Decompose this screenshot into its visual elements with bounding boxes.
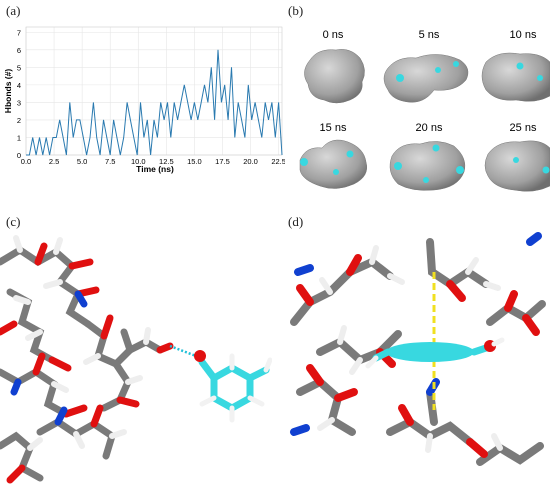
ligand-contact [394,162,402,170]
series-line [26,49,283,156]
x-tick-label: 22.5 [271,157,285,166]
snapshot-time-label: 0 ns [323,29,344,41]
x-tick-label: 0.0 [21,157,31,166]
ligand-contact [453,61,459,67]
ligand-contact [396,74,404,82]
y-tick-label: 3 [17,98,21,107]
hbond-molecular-view [0,232,273,491]
panel-b-label: (b) [288,3,304,18]
y-tick-label: 0 [17,151,21,160]
hbond-chart: 0 1 2 3 4 5 6 7 0.0 2.5 5.0 7.5 10.0 12.5 15.0 17.5 20.0… [0,0,286,190]
x-tick-label: 5.0 [77,157,87,166]
protein-surface-20ns [389,141,466,191]
protein-surface-10ns [481,52,550,102]
x-tick-label: 2.5 [49,157,59,166]
hydrogen-bond [169,344,197,358]
y-axis-label: Hbonds (#) [3,69,13,114]
ligand-contact [435,67,441,73]
x-tick-label: 20.0 [243,157,258,166]
tick-labels: 0 1 2 3 4 5 6 7 0.0 2.5 5.0 7.5 10.0 12.5 15.0 17.5 20.0… [17,28,286,166]
ligand-contact [456,166,464,174]
ligand-contact [333,169,339,175]
x-tick-label: 10.0 [131,157,146,166]
protein-surface-5ns [383,54,469,103]
hbond-molecular-view-svg [0,235,273,484]
x-tick-label: 17.5 [215,157,230,166]
ligand-contact [516,62,524,70]
ligand-contact [542,166,550,174]
panel-a-label: (a) [6,3,21,18]
y-tick-label: 1 [17,133,21,142]
x-tick-label: 12.5 [159,157,174,166]
snapshot-grid-svg: 0 ns 5 ns 10 ns 15 ns 20 ns 25 ns [299,29,550,192]
snapshot-grid: 0 ns 5 ns 10 ns 15 ns 20 ns 25 ns [288,20,550,198]
y-tick-label: 5 [17,63,21,72]
chart-grid [25,27,282,156]
ligand-contact [537,75,543,81]
ligand-contact [432,144,440,152]
y-tick-label: 7 [17,28,21,37]
panel-c-label: (c) [6,214,21,229]
panel-d-label: (d) [288,214,304,229]
snapshot-time-label: 25 ns [510,122,537,134]
ligand-molecule [365,337,505,369]
x-tick-label: 15.0 [187,157,202,166]
ligand-molecule [194,350,273,423]
y-tick-label: 2 [17,116,21,125]
x-tick-label: 7.5 [105,157,115,166]
ligand-contact [513,157,519,163]
stacking-molecular-view-svg [290,232,546,466]
ligand-contact [423,177,429,183]
hbond-chart-svg: 0 1 2 3 4 5 6 7 0.0 2.5 5.0 7.5 10.0 12.5 15.0 17.5 20.0… [3,26,286,174]
y-tick-label: 6 [17,46,21,55]
snapshot-time-label: 15 ns [320,122,347,134]
protein-surface-0ns [304,49,365,104]
plot-area-frame [25,26,283,156]
ligand-contact [300,158,308,166]
snapshot-time-label: 10 ns [510,29,537,41]
x-axis-label: Time (ns) [136,164,174,174]
snapshot-time-label: 20 ns [416,122,443,134]
ligand-contact [346,150,354,158]
y-tick-label: 4 [17,81,21,90]
protein-surface-25ns [484,140,550,192]
snapshot-time-label: 5 ns [419,29,440,41]
protein-surface-15ns [299,139,367,189]
host-molecule [0,235,174,484]
stacking-molecular-view [280,232,550,491]
host-molecule [290,232,546,466]
